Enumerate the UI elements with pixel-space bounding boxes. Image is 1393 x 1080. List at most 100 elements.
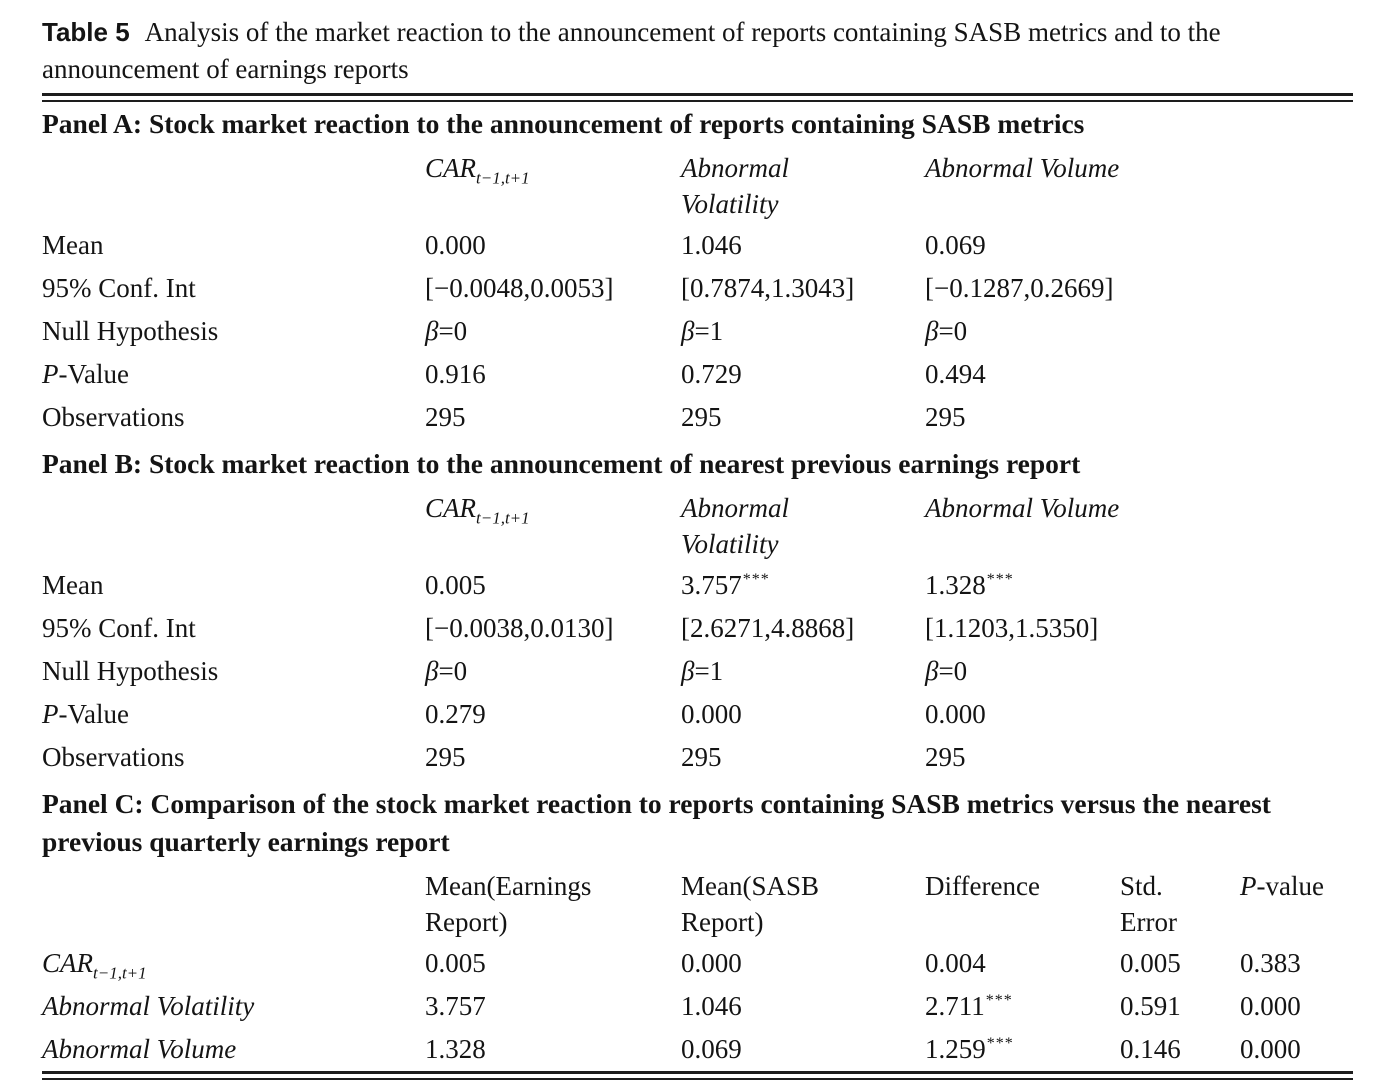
row-label-abnormal-volume: Abnormal Volume	[42, 1034, 237, 1064]
cell-volume-mean-sasb: 0.069	[681, 1034, 742, 1064]
column-header-difference: Difference	[925, 871, 1040, 901]
beta-symbol: β	[425, 316, 439, 346]
column-header-abnormal-volatility: Abnormal Volatility	[681, 153, 789, 219]
column-header-mean-earnings: Mean(Earnings Report)	[425, 871, 592, 937]
cell-volume-difference: 1.259***	[925, 1034, 1014, 1064]
cell-pvalue-volatility: 0.000	[681, 699, 742, 729]
car-subscript: t−1,t+1	[476, 508, 530, 528]
car-symbol: CAR	[425, 493, 476, 523]
row-label: 95% Conf. Int	[42, 273, 196, 303]
cell-null-volume: β=0	[925, 656, 968, 686]
cell-volume-mean-earnings: 1.328	[425, 1034, 486, 1064]
column-header-std-error: Std. Error	[1120, 871, 1177, 937]
table-row-null-hypothesis: Null Hypothesis β=0 β=1 β=0	[42, 310, 1353, 353]
significance-stars: ***	[986, 571, 1014, 588]
row-label: P-Value	[42, 359, 129, 389]
beta-symbol: β	[681, 316, 695, 346]
column-header-abnormal-volatility: Abnormal Volatility	[681, 493, 789, 559]
table-row-abnormal-volume: Abnormal Volume 1.328 0.069 1.259*** 0.1…	[42, 1028, 1353, 1071]
beta-symbol: β	[925, 316, 939, 346]
table-row-abnormal-volatility: Abnormal Volatility 3.757 1.046 2.711***…	[42, 985, 1353, 1028]
cell-ci-volume: [1.1203,1.5350]	[925, 613, 1099, 643]
cell-ci-car: [−0.0048,0.0053]	[425, 273, 614, 303]
cell-obs-volume: 295	[925, 742, 966, 772]
cell-car-std-error: 0.005	[1120, 948, 1181, 978]
significance-stars: ***	[985, 992, 1013, 1009]
table-row-p-value: P-Value 0.916 0.729 0.494	[42, 353, 1353, 396]
row-label-abnormal-volatility: Abnormal Volatility	[42, 991, 255, 1021]
cell-pvalue-volume: 0.494	[925, 359, 986, 389]
cell-pvalue-volatility: 0.729	[681, 359, 742, 389]
empty-header-cell	[42, 144, 425, 224]
cell-mean-volatility: 1.046	[681, 230, 742, 260]
cell-car-mean-earnings: 0.005	[425, 948, 486, 978]
cell-null-volume: β=0	[925, 316, 968, 346]
significance-stars: ***	[742, 571, 770, 588]
table-row-conf-int: 95% Conf. Int [−0.0048,0.0053] [0.7874,1…	[42, 267, 1353, 310]
cell-mean-volume: 1.328***	[925, 570, 1014, 600]
cell-pvalue-car: 0.916	[425, 359, 486, 389]
row-label: Null Hypothesis	[42, 316, 219, 346]
table-row-p-value: P-Value 0.279 0.000 0.000	[42, 693, 1353, 736]
significance-stars: ***	[986, 1035, 1014, 1052]
table-row-mean: Mean 0.000 1.046 0.069	[42, 224, 1353, 267]
row-label: Mean	[42, 570, 104, 600]
p-symbol: P	[42, 359, 59, 389]
table-row-null-hypothesis: Null Hypothesis β=0 β=1 β=0	[42, 650, 1353, 693]
panel-c-heading: Panel C: Comparison of the stock market …	[42, 788, 1271, 857]
cell-pvalue-volume: 0.000	[925, 699, 986, 729]
table-row-observations: Observations 295 295 295	[42, 736, 1353, 779]
cell-obs-car: 295	[425, 402, 466, 432]
cell-mean-volume: 0.069	[925, 230, 986, 260]
panel-b-header-row: CARt−1,t+1 Abnormal Volatility Abnormal …	[42, 484, 1353, 564]
table-title: Analysis of the market reaction to the a…	[42, 17, 1221, 84]
cell-obs-car: 295	[425, 742, 466, 772]
car-symbol: CAR	[42, 948, 93, 978]
cell-car-p-value: 0.383	[1240, 948, 1301, 978]
row-label: Mean	[42, 230, 104, 260]
cell-volatility-difference: 2.711***	[925, 991, 1013, 1021]
table-caption: Table 5 Analysis of the market reaction t…	[42, 14, 1353, 88]
top-rule	[42, 93, 1353, 102]
table-row-conf-int: 95% Conf. Int [−0.0038,0.0130] [2.6271,4…	[42, 607, 1353, 650]
p-symbol: P	[42, 699, 59, 729]
panel-a-table: CARt−1,t+1 Abnormal Volatility Abnormal …	[42, 144, 1353, 439]
cell-volatility-std-error: 0.591	[1120, 991, 1181, 1021]
row-label: 95% Conf. Int	[42, 613, 196, 643]
cell-ci-volatility: [0.7874,1.3043]	[681, 273, 855, 303]
cell-volatility-mean-earnings: 3.757	[425, 991, 486, 1021]
table-number: Table 5	[42, 17, 130, 47]
row-label: Observations	[42, 402, 185, 432]
car-subscript: t−1,t+1	[93, 963, 147, 983]
panel-c-header-row: Mean(Earnings Report) Mean(SASB Report) …	[42, 862, 1353, 942]
column-header-mean-sasb: Mean(SASB Report)	[681, 871, 820, 937]
panel-b-table: CARt−1,t+1 Abnormal Volatility Abnormal …	[42, 484, 1353, 779]
cell-pvalue-car: 0.279	[425, 699, 486, 729]
car-subscript: t−1,t+1	[476, 168, 530, 188]
cell-volume-std-error: 0.146	[1120, 1034, 1181, 1064]
cell-mean-car: 0.005	[425, 570, 486, 600]
table-row-observations: Observations 295 295 295	[42, 396, 1353, 439]
empty-header-cell	[42, 484, 425, 564]
panel-c-table: Mean(Earnings Report) Mean(SASB Report) …	[42, 862, 1353, 1071]
column-header-car: CARt−1,t+1	[425, 484, 681, 564]
row-label: Observations	[42, 742, 185, 772]
beta-symbol: β	[925, 656, 939, 686]
cell-null-volatility: β=1	[681, 316, 724, 346]
panel-a-heading: Panel A: Stock market reaction to the an…	[42, 108, 1085, 139]
row-label: P-Value	[42, 699, 129, 729]
cell-null-volatility: β=1	[681, 656, 724, 686]
column-header-abnormal-volume: Abnormal Volume	[925, 493, 1120, 523]
car-symbol: CAR	[425, 153, 476, 183]
row-label-car: CARt−1,t+1	[42, 942, 425, 985]
cell-obs-volume: 295	[925, 402, 966, 432]
column-header-abnormal-volume: Abnormal Volume	[925, 153, 1120, 183]
cell-mean-volatility: 3.757***	[681, 570, 770, 600]
column-header-p-value: P-value	[1240, 871, 1324, 901]
p-symbol: P	[1240, 871, 1257, 901]
beta-symbol: β	[681, 656, 695, 686]
cell-car-mean-sasb: 0.000	[681, 948, 742, 978]
table-row-mean: Mean 0.005 3.757*** 1.328***	[42, 564, 1353, 607]
cell-volatility-p-value: 0.000	[1240, 991, 1301, 1021]
